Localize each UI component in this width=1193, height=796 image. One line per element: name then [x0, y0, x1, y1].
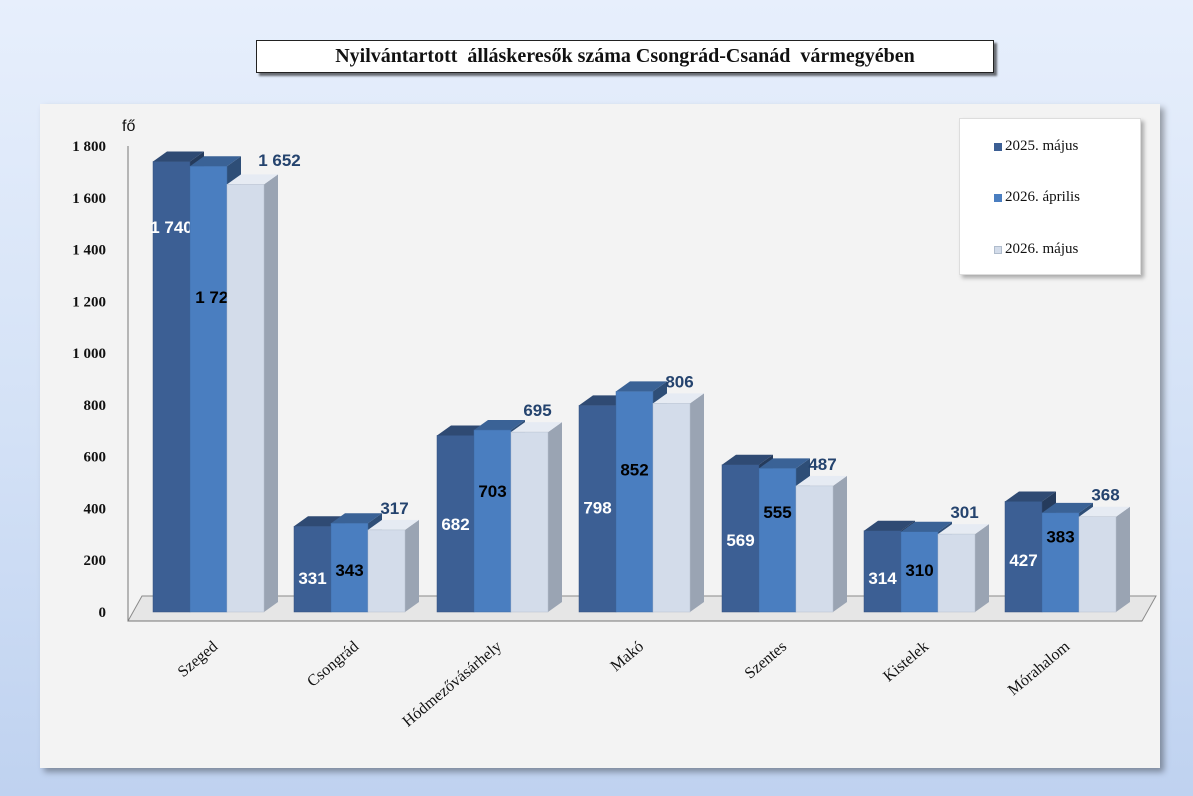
bar [189, 165, 228, 613]
legend-item-2026-aprilis: 2026. április [994, 189, 1080, 206]
bar [330, 522, 369, 613]
bar-top [368, 519, 419, 530]
bar-side [405, 519, 419, 612]
legend-label: 2026. április [1005, 189, 1080, 205]
bar-side [1116, 506, 1130, 612]
y-tick-label: 1 400 [72, 243, 106, 259]
y-tick-label: 1 000 [72, 346, 106, 362]
bar [758, 468, 797, 613]
legend-swatch [994, 142, 1002, 151]
legend-item-2026-majus: 2026. május [994, 241, 1078, 258]
y-tick-label: 200 [84, 553, 107, 569]
bar [863, 530, 902, 613]
bar [900, 531, 939, 613]
bar [152, 161, 191, 613]
bar [795, 485, 834, 613]
data-label: 368 [1091, 486, 1119, 505]
y-tick-label: 0 [99, 605, 107, 621]
bar [937, 533, 976, 613]
bar [510, 431, 549, 613]
bar-top [1005, 491, 1056, 502]
bar [436, 435, 475, 613]
bar-top [653, 393, 704, 404]
bar [721, 464, 760, 613]
bar-side [833, 475, 847, 612]
data-label: 343 [335, 561, 363, 580]
bar-side [264, 174, 278, 612]
bar-side [975, 524, 989, 612]
bar [1041, 512, 1080, 613]
bar [293, 526, 332, 613]
data-label: 806 [665, 372, 693, 391]
legend-label: 2025. május [1005, 138, 1079, 154]
bar-top [759, 458, 810, 469]
bar-top [616, 381, 667, 392]
x-tick-label: Kistelek [880, 638, 932, 685]
y-tick-label: 1 800 [72, 139, 106, 155]
bar-top [796, 475, 847, 486]
bar-top [153, 151, 204, 162]
data-label: 703 [478, 482, 506, 501]
data-label: 317 [380, 499, 408, 518]
bar-top [864, 520, 915, 531]
bar-top [722, 454, 773, 465]
bar [473, 429, 512, 613]
bar [226, 184, 265, 613]
x-tick-label: Hódmezővásárhely [400, 638, 506, 730]
y-tick-label: 600 [84, 450, 107, 466]
x-tick-label: Szentes [742, 638, 790, 682]
bar [367, 529, 406, 613]
bar-top [1079, 506, 1130, 517]
y-tick-label: 800 [84, 398, 107, 414]
data-label: 314 [868, 569, 897, 588]
x-tick-label: Csongrád [304, 638, 362, 690]
chart-title: Nyilvántartott álláskeresők száma Csongr… [256, 40, 994, 73]
bar-side [690, 393, 704, 612]
bar-top [331, 513, 382, 524]
bar-top [938, 524, 989, 535]
bar [1078, 516, 1117, 613]
bar [652, 403, 691, 613]
y-axis-label: fő [122, 118, 135, 135]
data-label: 682 [441, 515, 469, 534]
data-label: 427 [1009, 551, 1037, 570]
y-tick-label: 400 [84, 501, 107, 517]
data-label: 798 [583, 498, 611, 517]
data-label: 569 [726, 531, 754, 550]
bar [578, 405, 617, 613]
data-label: 301 [950, 503, 978, 522]
bar-top [511, 422, 562, 433]
data-label: 1 740 [150, 218, 193, 237]
x-tick-label: Mórahalom [1005, 638, 1074, 699]
legend-label: 2026. május [1005, 241, 1079, 257]
y-tick-label: 1 200 [72, 294, 106, 310]
data-label: 555 [763, 503, 791, 522]
bar-top [1042, 502, 1093, 513]
bar [615, 391, 654, 613]
legend-swatch [994, 245, 1002, 254]
data-label: 695 [523, 401, 551, 420]
data-label: 487 [808, 455, 836, 474]
x-tick-label: Szeged [175, 638, 221, 681]
y-tick-label: 1 600 [72, 191, 106, 207]
legend: 2025. május 2026. április 2026. május [959, 118, 1141, 275]
data-label: 310 [905, 561, 933, 580]
bar-top [227, 174, 278, 185]
data-label: 1 652 [258, 151, 301, 170]
legend-item-2025-majus: 2025. május [994, 138, 1078, 155]
bar-side [548, 422, 562, 612]
data-label: 852 [620, 461, 648, 480]
bar-top [474, 420, 525, 431]
legend-swatch [994, 193, 1002, 202]
bar-top [901, 521, 952, 532]
bar [1004, 501, 1043, 613]
x-tick-label: Makó [608, 638, 648, 675]
data-label: 331 [298, 569, 326, 588]
data-label: 383 [1046, 527, 1074, 546]
bar-top [190, 156, 241, 167]
